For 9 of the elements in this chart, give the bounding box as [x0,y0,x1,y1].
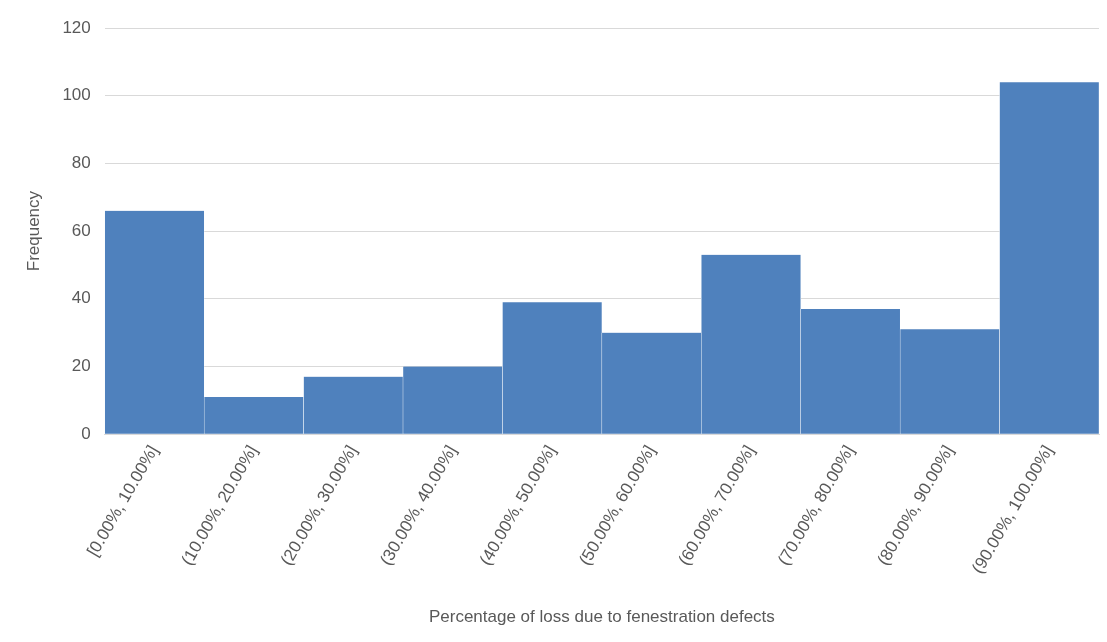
y-tick-label: 100 [62,85,91,105]
y-tick-label: 60 [71,220,91,240]
y-tick-label: 80 [71,153,91,173]
y-tick-label: 0 [81,423,91,443]
y-tick-label: 120 [62,17,91,37]
y-tick-label: 20 [71,356,91,376]
y-tick-label: 40 [71,288,91,308]
x-axis-title: Percentage of loss due to fenestration defects [428,607,775,627]
y-axis-title: Frequency [23,190,43,272]
